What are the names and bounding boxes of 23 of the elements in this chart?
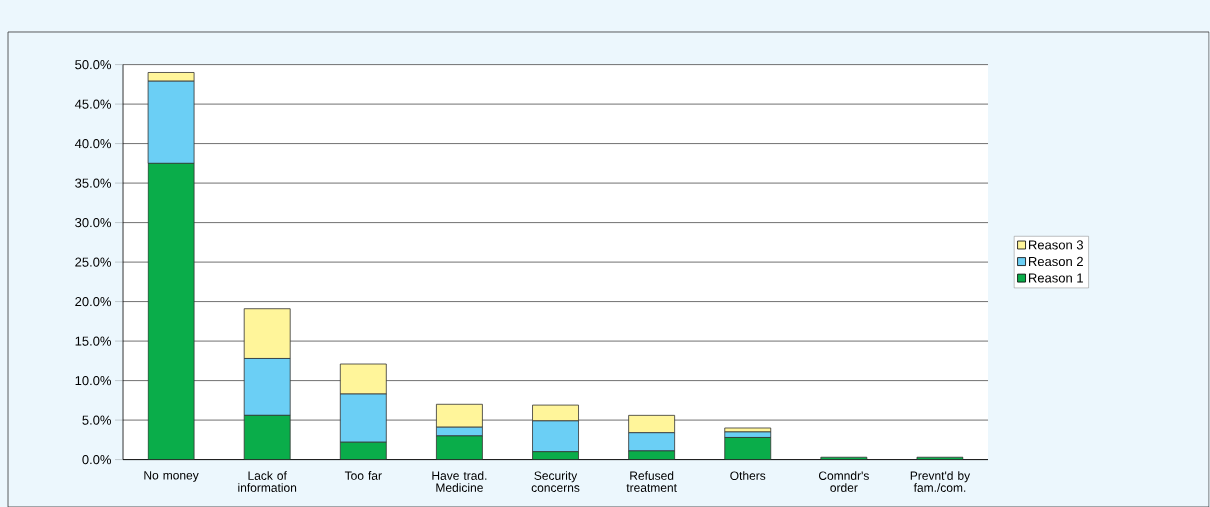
- legend-label: Reason 3: [1029, 240, 1083, 250]
- y-tick-label: 35.0%: [75, 178, 112, 188]
- y-tick-label: 45.0%: [74, 99, 112, 109]
- x-tick-label: Lack of information: [238, 470, 297, 492]
- x-tick-label: No money: [144, 470, 199, 482]
- x-tick-label: Comndr's order: [818, 470, 869, 492]
- x-tick-label: Security concerns: [531, 470, 580, 492]
- x-tick-label: Prevnt'd by fam./com.: [910, 470, 971, 492]
- y-tick-label: 15.0%: [75, 336, 112, 346]
- legend-label: Reason 1: [1029, 273, 1083, 283]
- y-tick-label: 30.0%: [75, 217, 112, 228]
- y-tick-label: 0.0%: [82, 454, 112, 465]
- x-tick-label: Refused treatment: [626, 470, 677, 492]
- x-tick-label: Others: [730, 470, 766, 480]
- x-tick-label: Too far: [344, 470, 382, 480]
- legend-label: Reason 2: [1029, 256, 1083, 266]
- y-tick-label: 50.0%: [75, 59, 112, 70]
- y-tick-label: 20.0%: [75, 296, 112, 307]
- y-tick-label: 40.0%: [74, 138, 112, 149]
- x-tick-label: Have trad. Medicine: [432, 470, 487, 492]
- y-tick-label: 25.0%: [75, 257, 112, 267]
- y-tick-label: 5.0%: [82, 415, 112, 425]
- y-tick-label: 10.0%: [75, 375, 112, 386]
